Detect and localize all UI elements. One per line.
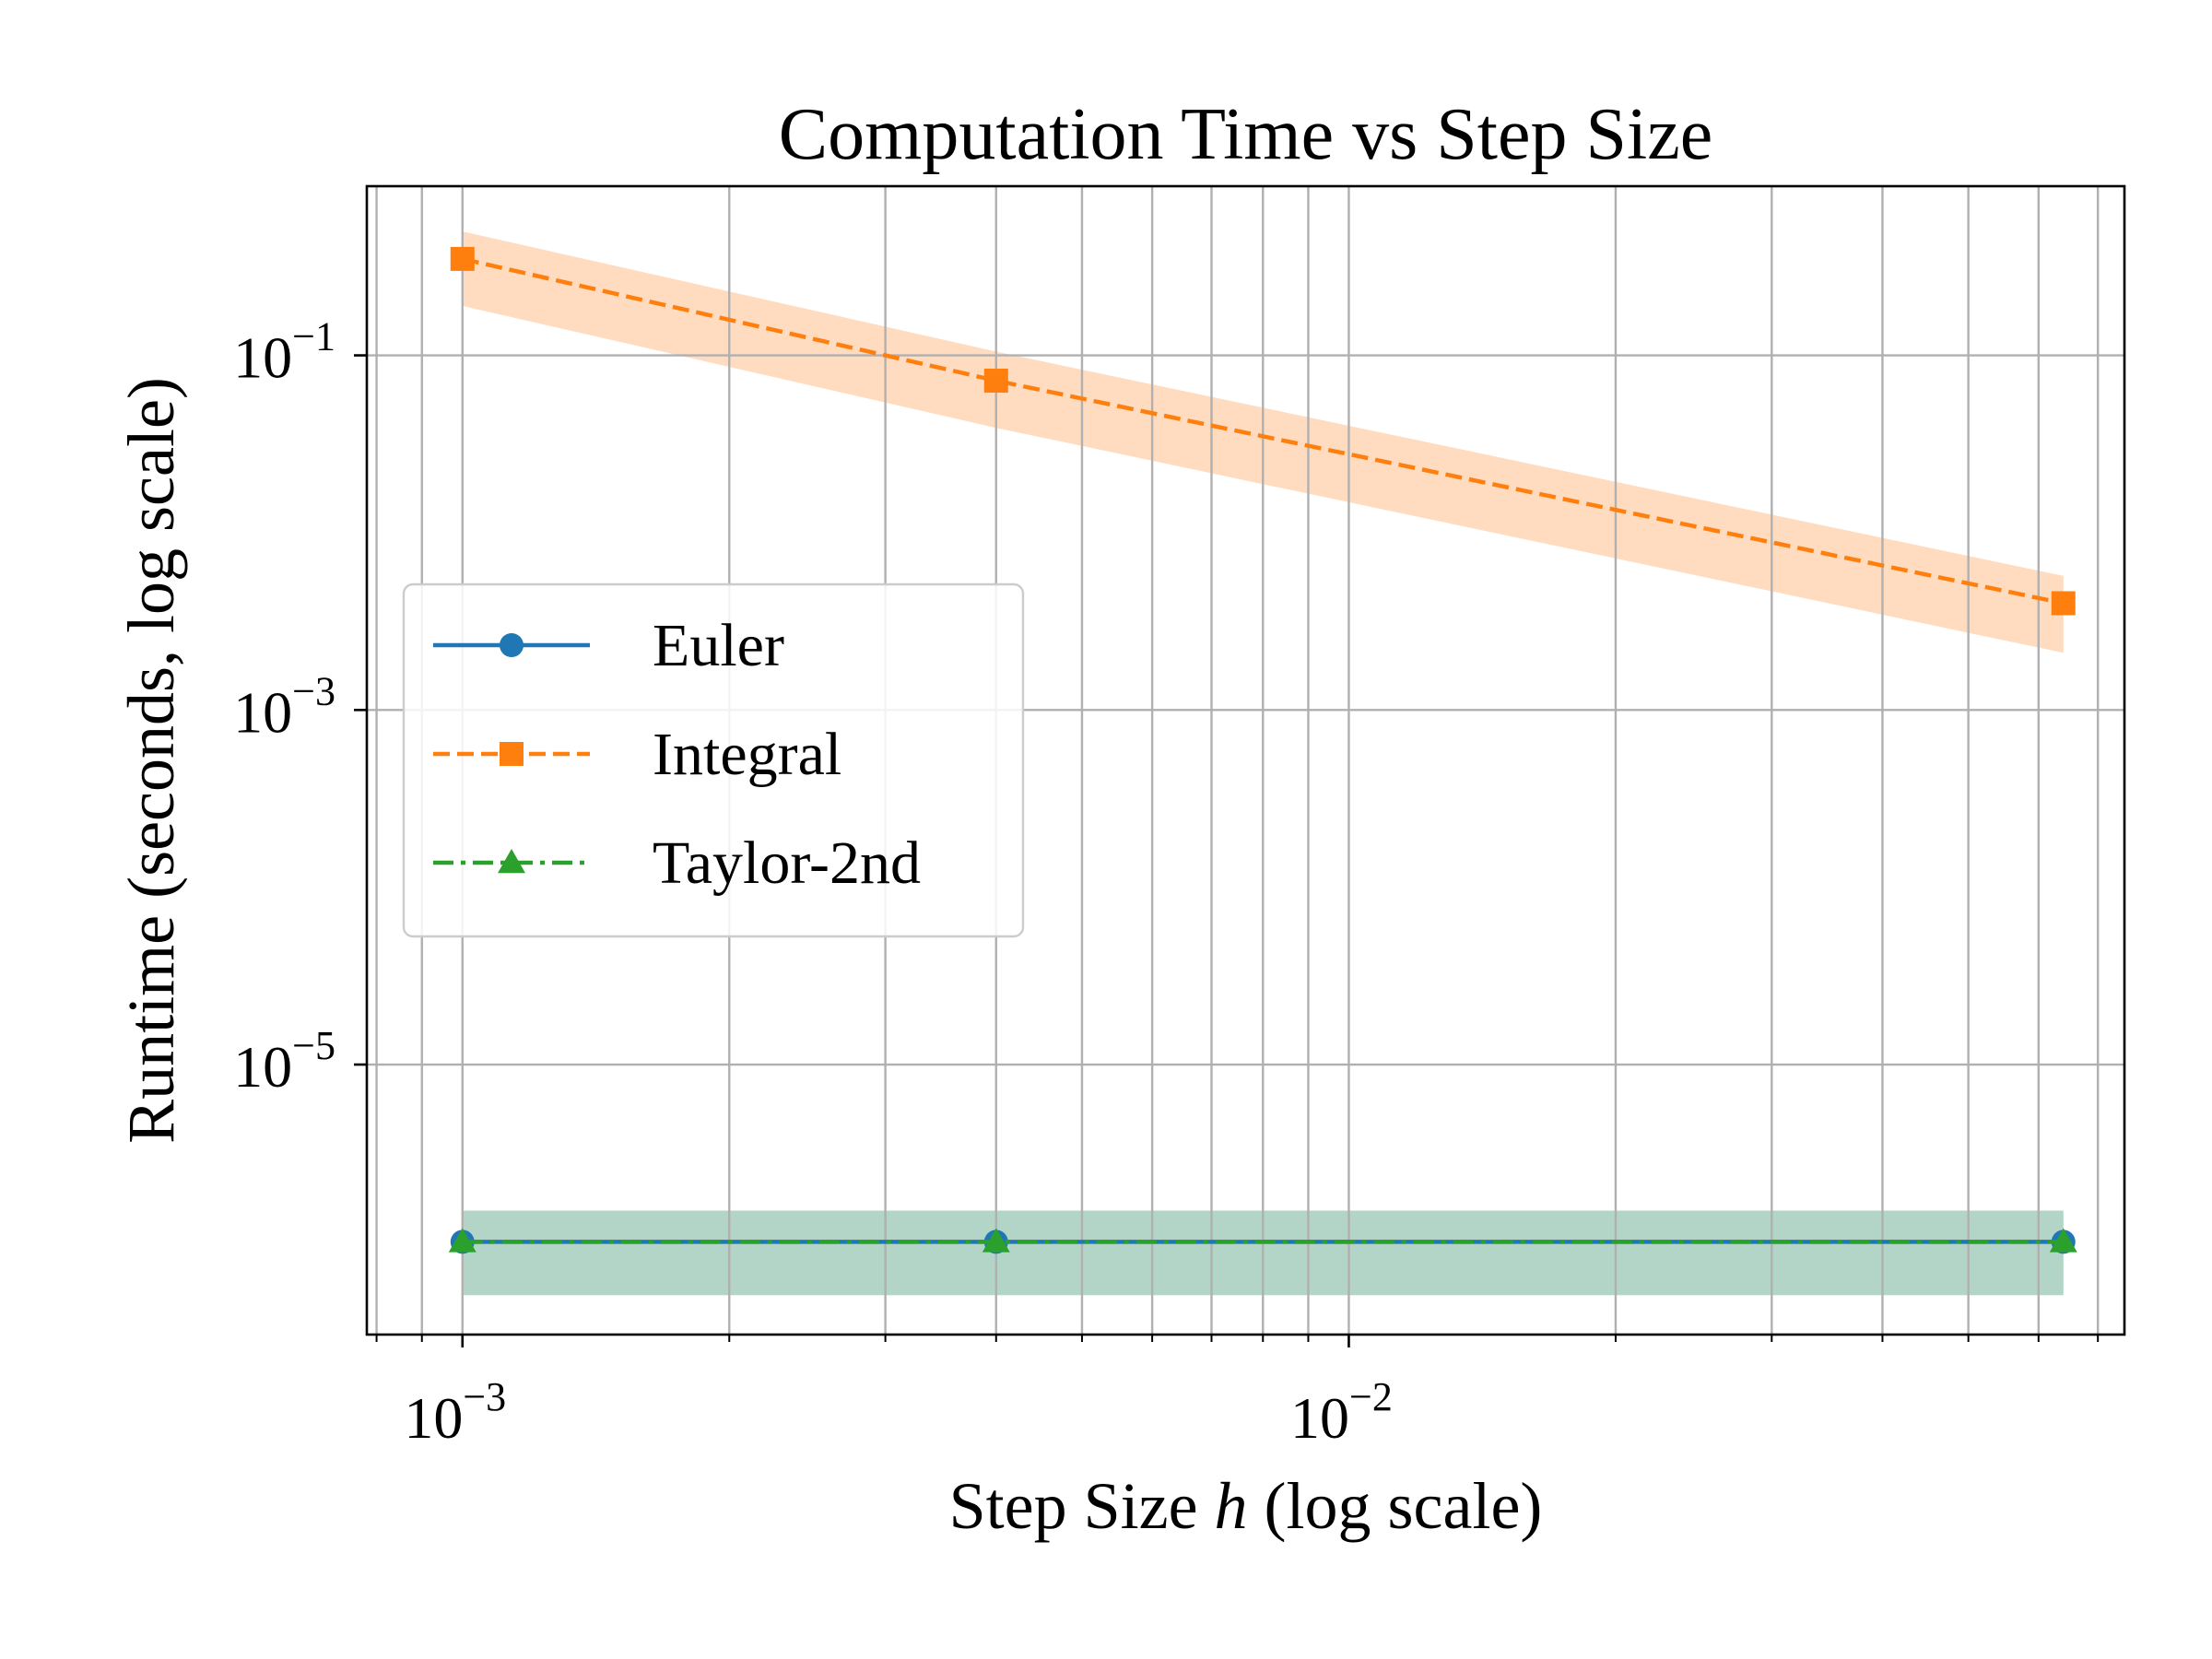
legend-marker-integral <box>500 742 524 766</box>
axis-ticks: 10−3 10−2 10−1 10−3 10−5 <box>233 314 2100 1451</box>
data-point-integral <box>2051 591 2076 616</box>
x-axis-label: Step Size h (log scale) <box>949 1469 1543 1543</box>
data-point-integral <box>450 246 475 271</box>
y-tick-label: 10−1 <box>233 314 335 391</box>
plot-frame <box>365 184 2126 1336</box>
legend: Euler Integral Taylor-2nd <box>402 582 1025 938</box>
data-point-integral <box>983 369 1008 394</box>
legend-marker-taylor-2nd <box>498 849 525 874</box>
x-tick-label: 10−3 <box>404 1374 506 1451</box>
legend-label-euler: Euler <box>653 612 784 679</box>
chart-title: Computation Time vs Step Size <box>779 94 1712 175</box>
y-axis-label: Runtime (seconds, log scale) <box>114 377 188 1144</box>
data-point-taylor-2nd <box>982 1228 1010 1253</box>
x-axis-label-symbol: h <box>1215 1469 1248 1543</box>
legend-marker-euler <box>500 633 524 657</box>
y-tick-label: 10−5 <box>233 1023 335 1100</box>
x-tick-label: 10−2 <box>1290 1374 1393 1451</box>
legend-label-integral: Integral <box>653 721 841 788</box>
legend-box <box>402 582 1025 938</box>
series-lines <box>448 246 2077 1254</box>
y-tick-label: 10−3 <box>233 668 335 745</box>
x-axis-label-prefix: Step Size <box>949 1469 1215 1543</box>
legend-label-taylor-2nd: Taylor-2nd <box>653 830 921 897</box>
data-point-taylor-2nd <box>448 1228 477 1253</box>
x-axis-label-suffix: (log scale) <box>1248 1469 1543 1543</box>
series-line-integral <box>462 256 2065 606</box>
data-point-taylor-2nd <box>2049 1228 2077 1253</box>
